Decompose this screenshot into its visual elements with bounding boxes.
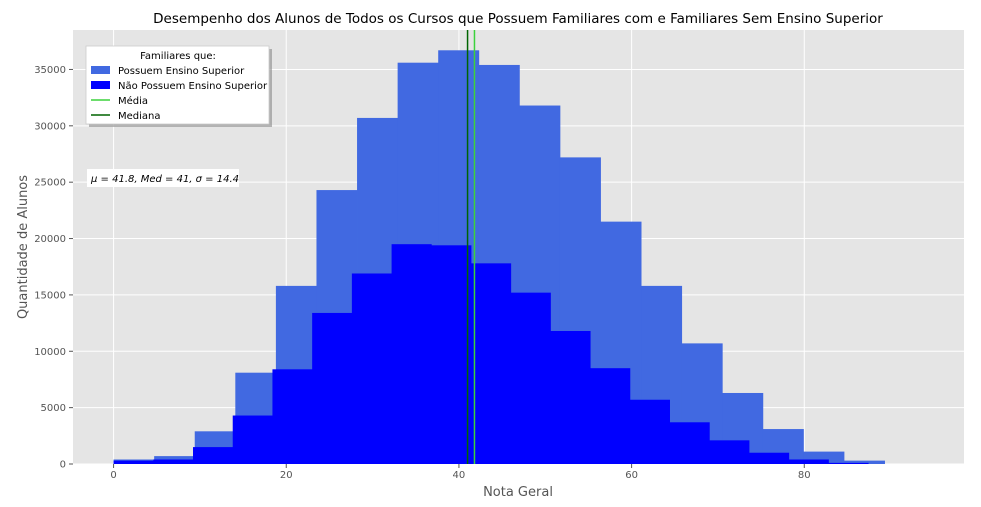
x-axis-ticks: 0 20 40 60 80 xyxy=(110,464,811,481)
y-tick-label-6: 30000 xyxy=(34,121,66,132)
bar-nao-possuem-5 xyxy=(312,312,353,464)
reference-lines xyxy=(466,30,476,464)
bar-nao-possuem-0 xyxy=(113,460,154,464)
x-tick-label-0: 0 xyxy=(110,470,116,481)
bar-nao-possuem-14 xyxy=(669,422,710,464)
bar-nao-possuem-12 xyxy=(590,368,631,464)
y-tick-label-4: 20000 xyxy=(34,234,66,245)
series-nao-possuem-bars xyxy=(113,244,869,464)
legend-box xyxy=(85,45,270,125)
bar-nao-possuem-7 xyxy=(391,244,432,464)
legend: Familiares que: Possuem Ensino Superior … xyxy=(85,45,272,127)
chart-title: Desempenho dos Alunos de Todos os Cursos… xyxy=(153,11,883,27)
y-tick-label-1: 5000 xyxy=(41,403,66,414)
legend-title: Familiares que: xyxy=(140,51,216,62)
bar-nao-possuem-4 xyxy=(272,369,313,464)
bar-nao-possuem-6 xyxy=(351,273,392,464)
x-tick-label-2: 40 xyxy=(453,470,466,481)
legend-label-mediana: Mediana xyxy=(118,111,161,122)
bar-nao-possuem-11 xyxy=(550,330,591,464)
y-tick-label-7: 35000 xyxy=(34,65,66,76)
bar-nao-possuem-17 xyxy=(788,459,829,464)
y-tick-label-3: 15000 xyxy=(34,290,66,301)
legend-swatch-possuem xyxy=(91,66,110,74)
bar-nao-possuem-3 xyxy=(232,415,273,464)
stats-annotation: μ = 41.8, Med = 41, σ = 14.4 xyxy=(87,169,239,187)
bar-nao-possuem-16 xyxy=(749,452,790,464)
x-tick-label-4: 80 xyxy=(798,470,811,481)
bar-possuem-18 xyxy=(843,460,885,464)
y-tick-label-5: 25000 xyxy=(34,178,66,189)
bar-nao-possuem-9 xyxy=(471,263,512,464)
y-axis-label: Quantidade de Alunos xyxy=(16,175,31,319)
y-axis-ticks: 0 5000 10000 15000 20000 25000 30000 35000 xyxy=(34,65,73,471)
bar-nao-possuem-13 xyxy=(629,399,670,464)
bar-nao-possuem-10 xyxy=(510,292,551,464)
stats-box xyxy=(87,169,239,187)
legend-label-possuem: Possuem Ensino Superior xyxy=(118,66,245,77)
bar-nao-possuem-8 xyxy=(431,245,472,464)
bar-nao-possuem-15 xyxy=(709,440,750,464)
y-tick-label-2: 10000 xyxy=(34,347,66,358)
bar-nao-possuem-18 xyxy=(828,462,869,464)
bar-nao-possuem-2 xyxy=(193,447,234,464)
x-axis-label: Nota Geral xyxy=(483,485,553,500)
stats-text: μ = 41.8, Med = 41, σ = 14.4 xyxy=(90,174,239,185)
legend-label-nao-possuem: Não Possuem Ensino Superior xyxy=(118,81,268,92)
bar-nao-possuem-1 xyxy=(153,459,194,464)
legend-label-media: Média xyxy=(118,95,148,107)
legend-swatch-nao-possuem xyxy=(91,81,110,89)
x-tick-label-1: 20 xyxy=(280,470,293,481)
x-tick-label-3: 60 xyxy=(625,470,638,481)
y-tick-label-0: 0 xyxy=(60,460,66,471)
